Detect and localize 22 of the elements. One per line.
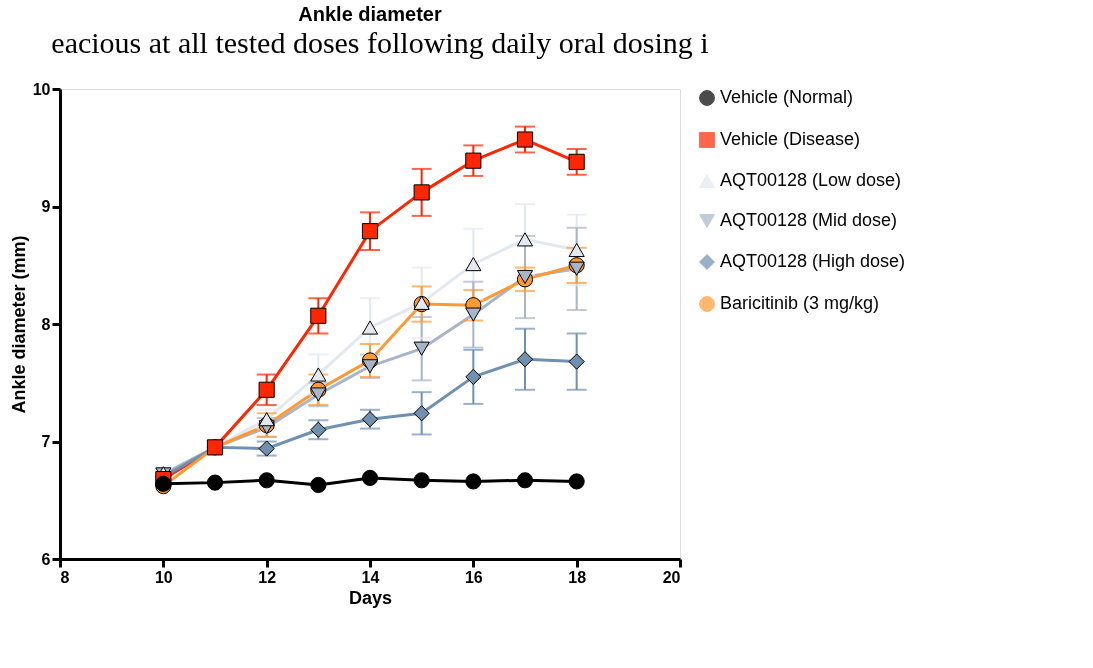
x-tick-label: 10: [154, 568, 173, 586]
text: eacious at all tested doses following daily oral dosing i: [51, 26, 709, 59]
x-axis-title: Days: [348, 587, 393, 608]
legend-label: AQT00128 (High dose): [720, 251, 906, 271]
legend-label: Baricitinib (3 mg/kg): [720, 293, 880, 313]
legend-label: AQT00128 (Mid dose): [720, 210, 898, 230]
y-axis-title: Ankle diameter (mm): [8, 235, 29, 414]
y-tick-label: 6: [41, 550, 51, 568]
y-tick-label: 8: [41, 315, 51, 333]
y-tick-label: 10: [32, 80, 51, 98]
x-tick-label: 16: [464, 568, 483, 586]
legend-label: Vehicle (Disease): [720, 129, 861, 149]
legend-label: Vehicle (Normal): [720, 87, 854, 107]
legend-label: AQT00128 (Low dose): [720, 170, 902, 190]
y-tick-label: 7: [41, 433, 51, 450]
x-tick-label: 8: [60, 568, 70, 586]
chart-title: Ankle diameter: [298, 3, 442, 25]
y-tick-label: 9: [41, 198, 51, 215]
x-tick-label: 20: [662, 568, 681, 586]
x-tick-label: 18: [568, 568, 587, 586]
x-tick-label: 14: [361, 568, 380, 586]
x-tick-label: 12: [258, 568, 277, 586]
